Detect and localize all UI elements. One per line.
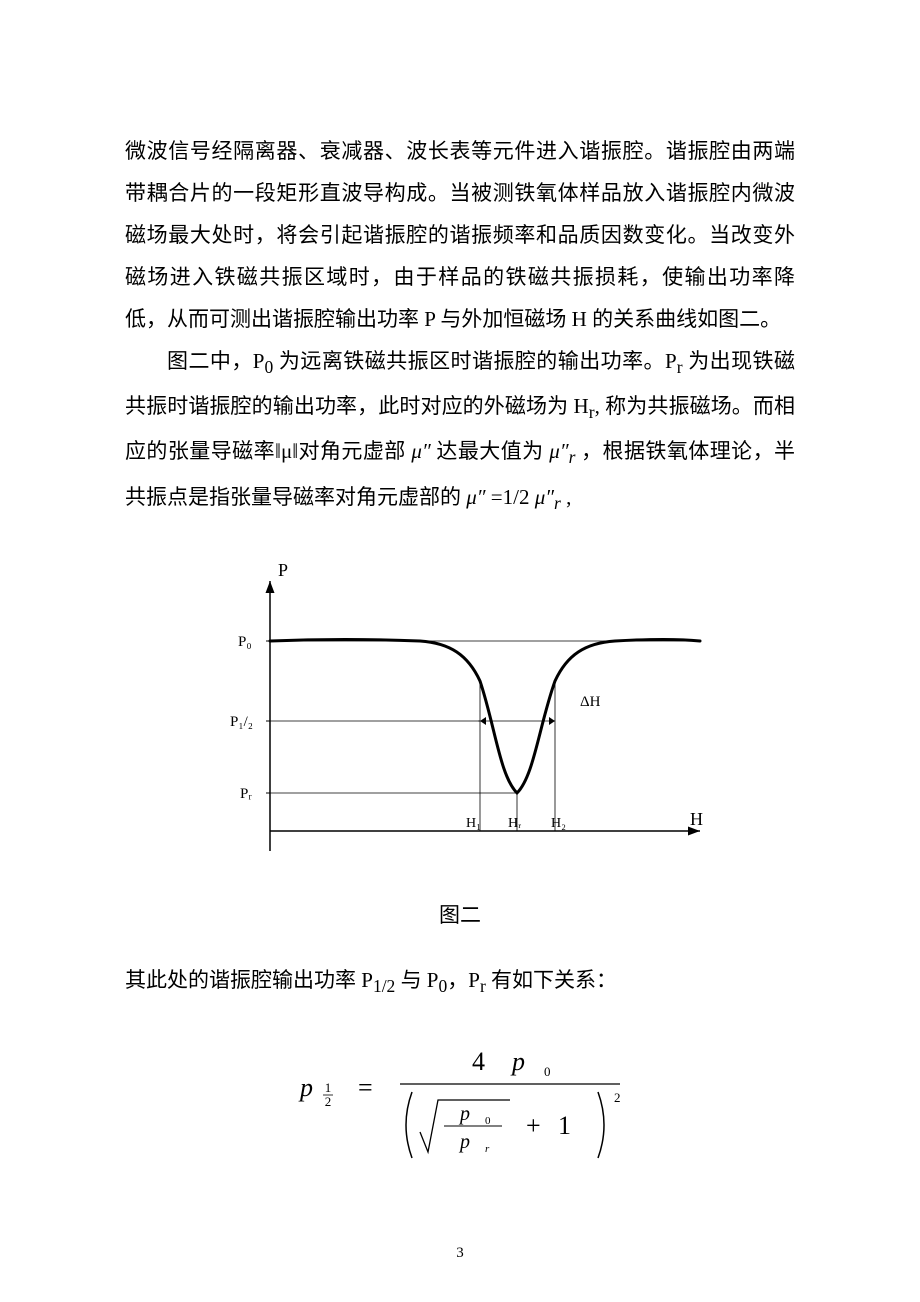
svg-text:2: 2 bbox=[614, 1090, 621, 1105]
svg-text:p: p bbox=[458, 1103, 470, 1125]
p2-eq: =1/2 bbox=[486, 485, 535, 509]
equation-1: p12=4p02p0pr+1 bbox=[125, 1032, 795, 1162]
p2-text: 图二中，P bbox=[167, 349, 264, 373]
mu-prime-1: μ″ bbox=[411, 439, 430, 463]
p2-text: 为远离铁磁共振区时谐振腔的输出功率。P bbox=[273, 349, 676, 373]
svg-text:H₁: H₁ bbox=[466, 816, 481, 831]
mu-prime-2: μ″ bbox=[549, 439, 568, 463]
p2-sub-0: 0 bbox=[264, 357, 273, 377]
p2-text: 达最大值为 bbox=[431, 439, 550, 463]
svg-text:2: 2 bbox=[325, 1094, 332, 1109]
svg-text:H₂: H₂ bbox=[551, 816, 566, 831]
figure-svg: P H ΔH P₀ P₁/₂ Pᵣ H₁ Hᵣ H₂ bbox=[200, 551, 720, 881]
svg-text:0: 0 bbox=[544, 1064, 551, 1079]
svg-text:=: = bbox=[358, 1073, 373, 1102]
figure-caption: 图二 bbox=[125, 899, 795, 929]
paragraph-2: 图二中，P0 为远离铁磁共振区时谐振腔的输出功率。Pr 为出现铁磁共振时谐振腔的… bbox=[125, 340, 795, 521]
p3-mid2: ，P bbox=[447, 968, 480, 992]
svg-text:Pᵣ: Pᵣ bbox=[240, 786, 252, 802]
p3-sub-half: 1/2 bbox=[373, 976, 395, 996]
svg-text:1: 1 bbox=[325, 1080, 332, 1095]
svg-text:p: p bbox=[298, 1073, 313, 1102]
mu-prime-4: μ″ bbox=[535, 485, 554, 509]
p3-sub-0: 0 bbox=[439, 976, 448, 996]
svg-text:H: H bbox=[690, 809, 703, 829]
p2-end: , bbox=[561, 485, 572, 509]
equation-svg: p12=4p02p0pr+1 bbox=[280, 1032, 640, 1162]
svg-text:4: 4 bbox=[472, 1047, 485, 1076]
p3-end: 有如下关系： bbox=[486, 968, 617, 992]
svg-text:0: 0 bbox=[485, 1115, 491, 1127]
svg-text:Hᵣ: Hᵣ bbox=[508, 816, 521, 831]
svg-text:1: 1 bbox=[558, 1111, 571, 1140]
p3-mid: 与 P bbox=[395, 968, 438, 992]
svg-text:p: p bbox=[510, 1047, 525, 1076]
page-container: 微波信号经隔离器、衰减器、波长表等元件进入谐振腔。谐振腔由两端带耦合片的一段矩形… bbox=[0, 0, 920, 1302]
paragraph-3: 其此处的谐振腔输出功率 P1/2 与 P0，Pr 有如下关系： bbox=[125, 959, 795, 1004]
figure-2: P H ΔH P₀ P₁/₂ Pᵣ H₁ Hᵣ H₂ bbox=[125, 551, 795, 881]
svg-text:P₁/₂: P₁/₂ bbox=[230, 714, 253, 730]
svg-text:P₀: P₀ bbox=[238, 634, 252, 650]
paragraph-1: 微波信号经隔离器、衰减器、波长表等元件进入谐振腔。谐振腔由两端带耦合片的一段矩形… bbox=[125, 130, 795, 340]
svg-text:p: p bbox=[458, 1131, 470, 1153]
page-number: 3 bbox=[0, 1245, 920, 1262]
mu-prime-4-sub: r bbox=[554, 493, 561, 513]
p3-pre: 其此处的谐振腔输出功率 P bbox=[125, 968, 373, 992]
mu-prime-3: μ″ bbox=[466, 485, 485, 509]
svg-text:ΔH: ΔH bbox=[580, 694, 601, 710]
svg-text:P: P bbox=[278, 560, 288, 580]
svg-text:+: + bbox=[526, 1111, 541, 1140]
svg-text:r: r bbox=[485, 1143, 490, 1155]
